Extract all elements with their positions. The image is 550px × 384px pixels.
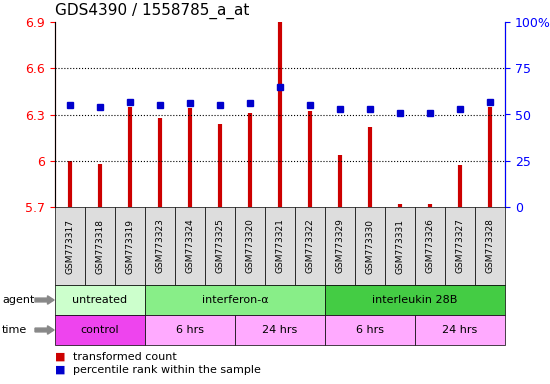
- Text: GSM773329: GSM773329: [336, 218, 344, 273]
- Text: interferon-α: interferon-α: [202, 295, 268, 305]
- Text: GSM773318: GSM773318: [96, 218, 104, 273]
- Text: agent: agent: [2, 295, 34, 305]
- Text: ■: ■: [55, 352, 65, 362]
- Text: GSM773323: GSM773323: [156, 218, 164, 273]
- Text: GSM773325: GSM773325: [216, 218, 224, 273]
- Text: interleukin 28B: interleukin 28B: [372, 295, 458, 305]
- Text: 24 hrs: 24 hrs: [262, 325, 298, 335]
- Text: GSM773317: GSM773317: [65, 218, 74, 273]
- Text: GSM773319: GSM773319: [125, 218, 135, 273]
- Text: 6 hrs: 6 hrs: [176, 325, 204, 335]
- Text: 24 hrs: 24 hrs: [442, 325, 477, 335]
- Text: time: time: [2, 325, 28, 335]
- Text: GSM773330: GSM773330: [366, 218, 375, 273]
- Text: 6 hrs: 6 hrs: [356, 325, 384, 335]
- Text: control: control: [81, 325, 119, 335]
- Text: GSM773322: GSM773322: [305, 218, 315, 273]
- Text: GDS4390 / 1558785_a_at: GDS4390 / 1558785_a_at: [55, 3, 249, 19]
- Text: untreated: untreated: [73, 295, 128, 305]
- Text: GSM773320: GSM773320: [245, 218, 255, 273]
- Text: GSM773328: GSM773328: [486, 218, 494, 273]
- Text: ■: ■: [55, 365, 65, 375]
- Text: GSM773327: GSM773327: [455, 218, 465, 273]
- Text: GSM773331: GSM773331: [395, 218, 404, 273]
- Text: GSM773321: GSM773321: [276, 218, 284, 273]
- Text: GSM773326: GSM773326: [426, 218, 434, 273]
- Text: GSM773324: GSM773324: [185, 218, 195, 273]
- Text: percentile rank within the sample: percentile rank within the sample: [73, 365, 261, 375]
- Text: transformed count: transformed count: [73, 352, 177, 362]
